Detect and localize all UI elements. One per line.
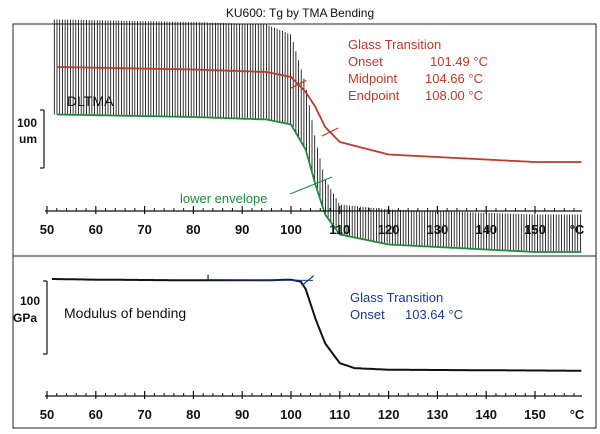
dltma-scale-value: 100 — [17, 116, 37, 130]
dltma-gt-endpoint-label: Endpoint — [348, 88, 400, 103]
modulus-x-unit: °C — [570, 407, 585, 422]
lower-envelope-label: lower envelope — [180, 191, 267, 206]
dltma-gt-midpoint-label: Midpoint — [348, 71, 398, 86]
dltma-scale-bar: 100 um — [17, 109, 45, 169]
dltma-gt-onset-value: 101.49 °C — [430, 54, 488, 69]
modulus-tick-label: 80 — [186, 407, 200, 422]
dltma-scale-unit: um — [19, 132, 37, 146]
dltma-x-axis: 50 60 70 80 90 100 110 120 130 140 150 °C — [40, 206, 585, 237]
modulus-frame — [12, 255, 597, 429]
modulus-tick-label: 150 — [524, 407, 546, 422]
modulus-baseline-tangent — [208, 279, 313, 281]
modulus-tick-label: 110 — [329, 407, 350, 422]
dltma-x-unit: °C — [570, 222, 585, 237]
modulus-panel: 100 GPa Modulus of bending Glass Transit… — [12, 255, 597, 429]
dltma-lower-envelope-line — [56, 113, 582, 253]
dltma-tick-label: 120 — [378, 222, 400, 237]
modulus-tick-label: 70 — [137, 407, 151, 422]
dltma-gt-title: Glass Transition — [348, 37, 441, 52]
modulus-tick-label: 100 — [280, 407, 302, 422]
modulus-scale-unit: GPa — [13, 311, 37, 325]
modulus-tick-label: 120 — [378, 407, 400, 422]
modulus-gt-title: Glass Transition — [350, 290, 443, 305]
dltma-gt-onset-label: Onset — [348, 54, 383, 69]
dltma-tick-label: 80 — [186, 222, 200, 237]
dltma-tick-label: 110 — [329, 222, 350, 237]
dltma-tick-label: 50 — [40, 222, 54, 237]
dltma-oscillation-spikes — [53, 19, 581, 252]
dltma-series-label: DLTMA — [67, 93, 114, 109]
modulus-x-axis: 50 60 70 80 90 100 110 120 130 140 150 °C — [40, 391, 585, 422]
modulus-tick-label: 50 — [40, 407, 54, 422]
modulus-tick-label: 140 — [475, 407, 497, 422]
dltma-gt-endpoint-value: 108.00 °C — [425, 88, 483, 103]
modulus-tick-label: 130 — [427, 407, 449, 422]
dltma-panel: 100 um DLTMA Glass Transition Onset 101.… — [12, 19, 597, 257]
dltma-tick-label: 140 — [475, 222, 497, 237]
dltma-tick-label: 70 — [137, 222, 151, 237]
modulus-gt-onset-label: Onset — [350, 307, 385, 322]
dltma-glass-transition-annotation: Glass Transition Onset 101.49 °C Midpoin… — [290, 37, 488, 137]
dltma-gt-midpoint-value: 104.66 °C — [425, 71, 483, 86]
dltma-oscillation — [53, 19, 581, 252]
modulus-series-label: Modulus of bending — [64, 305, 186, 321]
dltma-tick-label: 100 — [280, 222, 302, 237]
modulus-scale-value: 100 — [20, 294, 40, 308]
modulus-scale-bar: 100 GPa — [13, 280, 48, 355]
modulus-line — [51, 278, 582, 372]
lower-envelope-pointer — [289, 176, 333, 195]
dltma-tick-label: 90 — [235, 222, 249, 237]
modulus-gt-onset-value: 103.64 °C — [405, 307, 463, 322]
dltma-tick-label: 130 — [427, 222, 449, 237]
dltma-tick-label: 150 — [524, 222, 546, 237]
modulus-tick-label: 90 — [235, 407, 249, 422]
modulus-tick-label: 60 — [89, 407, 103, 422]
chart-title: KU600: Tg by TMA Bending — [226, 6, 374, 20]
dltma-gt-marker — [321, 127, 339, 137]
dltma-mean-line — [56, 66, 582, 163]
dltma-gt-marker — [290, 79, 307, 89]
modulus-gt-marker — [301, 275, 315, 287]
modulus-glass-transition-annotation: Glass Transition Onset 103.64 °C — [207, 274, 463, 322]
dltma-tick-label: 60 — [89, 222, 103, 237]
